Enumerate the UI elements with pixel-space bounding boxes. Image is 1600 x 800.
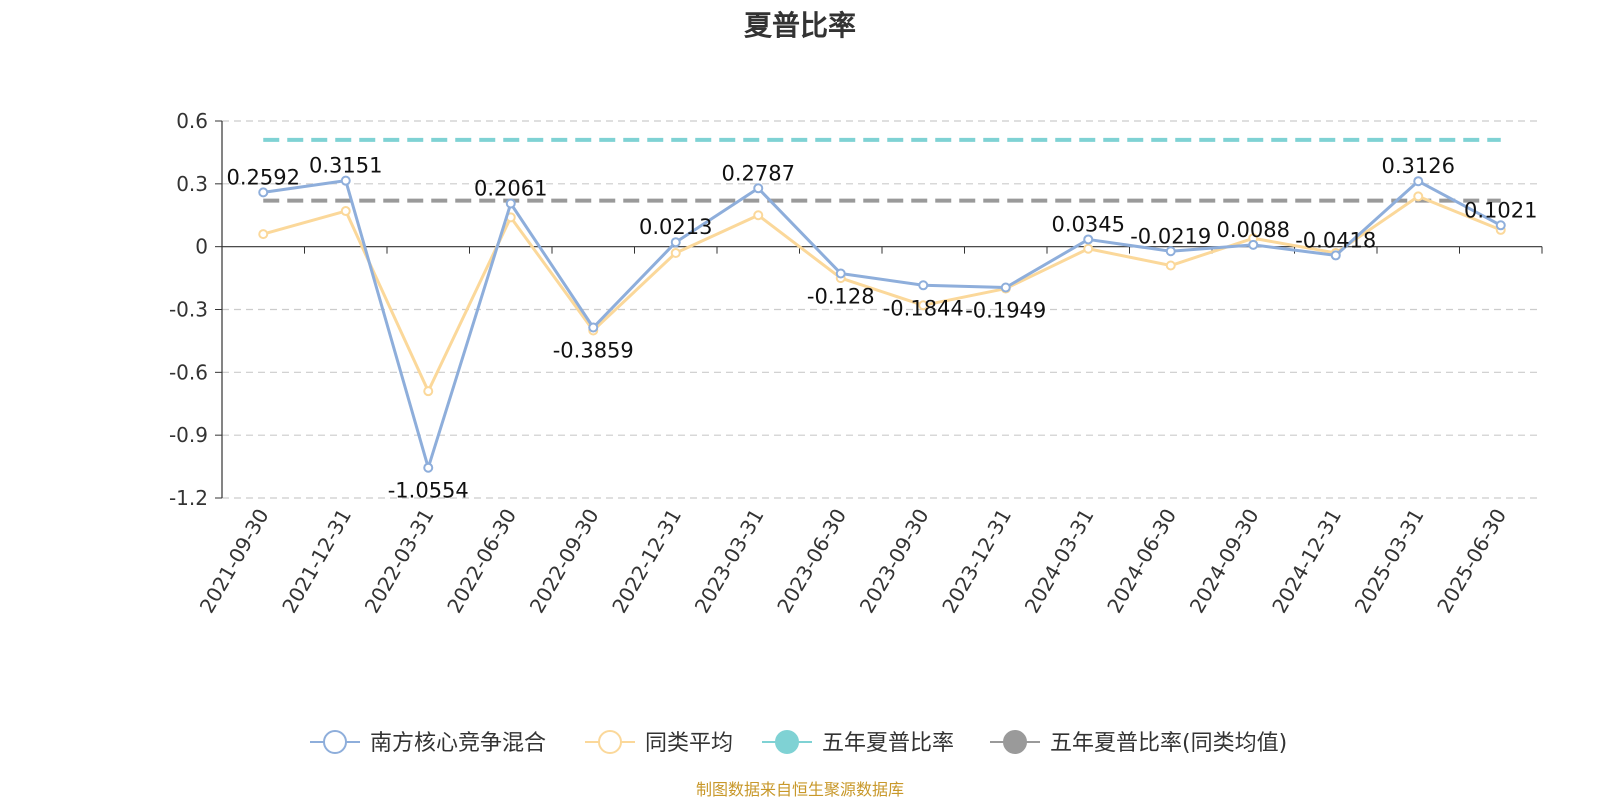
data-label-0: 0.2592: [227, 165, 300, 189]
legend-item-2[interactable]: 五年夏普比率: [762, 730, 954, 756]
x-tick-label-4: 2022-09-30: [525, 505, 604, 618]
x-tick-label-13: 2024-12-31: [1267, 505, 1346, 618]
data-label-9: -0.1949: [965, 298, 1046, 322]
data-point-fund-3: [505, 198, 516, 209]
data-point-fund-9: [1000, 282, 1011, 293]
legend-marker-0: [323, 730, 347, 754]
data-point-fund-7: [835, 268, 846, 279]
legend-label-3: 五年夏普比率(同类均值): [1050, 731, 1287, 756]
legend-marker-3: [1003, 730, 1027, 754]
x-tick-label-0: 2021-09-30: [195, 505, 274, 618]
data-label-8: -0.1844: [883, 296, 964, 320]
data-point-peer-14: [1413, 191, 1424, 202]
data-point-fund-0: [258, 187, 269, 198]
data-point-fund-12: [1248, 239, 1259, 250]
data-point-peer-8: [918, 300, 929, 311]
data-label-3: 0.2061: [474, 177, 547, 201]
legend-item-3[interactable]: 五年夏普比率(同类均值): [990, 730, 1287, 756]
y-tick-label-2: 0: [195, 235, 208, 259]
y-tick-label-3: -0.3: [169, 298, 208, 322]
data-label-15: 0.1021: [1464, 198, 1537, 222]
data-point-fund-8: [918, 280, 929, 291]
data-label-6: 0.2787: [722, 161, 795, 185]
data-point-peer-6: [753, 210, 764, 221]
data-label-12: 0.0088: [1217, 218, 1290, 242]
legend-marker-1: [598, 730, 622, 754]
data-point-fund-2: [423, 462, 434, 473]
data-labels: 0.2592 0.3151 -1.0554 0.2061 -0.3859 0.0213 0.…: [227, 154, 1538, 503]
data-label-4: -0.3859: [553, 338, 634, 362]
data-label-11: -0.0219: [1130, 224, 1211, 248]
data-label-13: -0.0418: [1295, 228, 1376, 252]
legend-item-0[interactable]: 南方核心竞争混合: [310, 730, 546, 756]
data-point-fund-10: [1083, 234, 1094, 245]
data-point-peer-1: [340, 206, 351, 217]
source-note: 制图数据来自恒生聚源数据库: [695, 780, 904, 799]
x-tick-label-9: 2023-12-31: [937, 505, 1016, 618]
x-tick-label-11: 2024-06-30: [1102, 505, 1181, 618]
data-point-peer-11: [1165, 260, 1176, 271]
x-tick-label-3: 2022-06-30: [442, 505, 521, 618]
data-label-14: 0.3126: [1382, 154, 1455, 178]
x-tick-label-1: 2021-12-31: [277, 505, 356, 618]
x-tick-label-14: 2025-03-31: [1350, 505, 1429, 618]
y-tick-label-5: -0.9: [169, 423, 208, 447]
y-tick-label-0: 0.6: [176, 109, 208, 133]
data-label-7: -0.128: [807, 284, 875, 308]
data-label-1: 0.3151: [309, 154, 382, 178]
data-point-peer-0: [258, 229, 269, 240]
x-tick-label-10: 2024-03-31: [1020, 505, 1099, 618]
data-label-10: 0.0345: [1052, 212, 1125, 236]
data-label-2: -1.0554: [388, 479, 469, 503]
data-point-fund-14: [1413, 176, 1424, 187]
reference-lines: [263, 137, 1501, 203]
data-point-peer-5: [670, 247, 681, 258]
data-point-fund-6: [753, 183, 764, 194]
x-tick-label-2: 2022-03-31: [360, 505, 439, 618]
legend-label-0: 南方核心竞争混合: [370, 731, 546, 756]
chart-title: 夏普比率: [743, 9, 856, 42]
legend[interactable]: 南方核心竞争混合 同类平均 五年夏普比率 五年夏普比率(同类均值): [310, 730, 1287, 756]
series-layer: [258, 175, 1506, 473]
legend-marker-2: [775, 730, 799, 754]
data-point-fund-4: [588, 322, 599, 333]
data-point-fund-1: [340, 175, 351, 186]
data-point-peer-2: [423, 386, 434, 397]
data-label-5: 0.0213: [639, 215, 712, 239]
x-tick-label-6: 2023-03-31: [690, 505, 769, 618]
data-point-fund-11: [1165, 246, 1176, 257]
y-tick-label-1: 0.3: [176, 172, 208, 196]
y-tick-label-6: -1.2: [169, 486, 208, 510]
legend-label-2: 五年夏普比率: [822, 731, 954, 756]
series-line-peer-average: [262, 194, 1502, 393]
x-tick-label-5: 2022-12-31: [607, 505, 686, 618]
x-tick-label-15: 2025-06-30: [1432, 505, 1511, 618]
legend-item-1[interactable]: 同类平均: [585, 730, 733, 756]
data-point-fund-13: [1330, 250, 1341, 261]
x-tick-label-12: 2024-09-30: [1185, 505, 1264, 618]
data-point-fund-5: [670, 237, 681, 248]
legend-label-1: 同类平均: [645, 731, 733, 756]
data-point-fund-15: [1495, 220, 1506, 231]
series-line-fund: [263, 179, 1502, 470]
data-point-peer-10: [1083, 243, 1094, 254]
grid-layer: [222, 120, 1542, 499]
x-tick-label-8: 2023-09-30: [855, 505, 934, 618]
y-tick-label-4: -0.6: [169, 360, 208, 384]
x-tick-label-7: 2023-06-30: [772, 505, 851, 618]
